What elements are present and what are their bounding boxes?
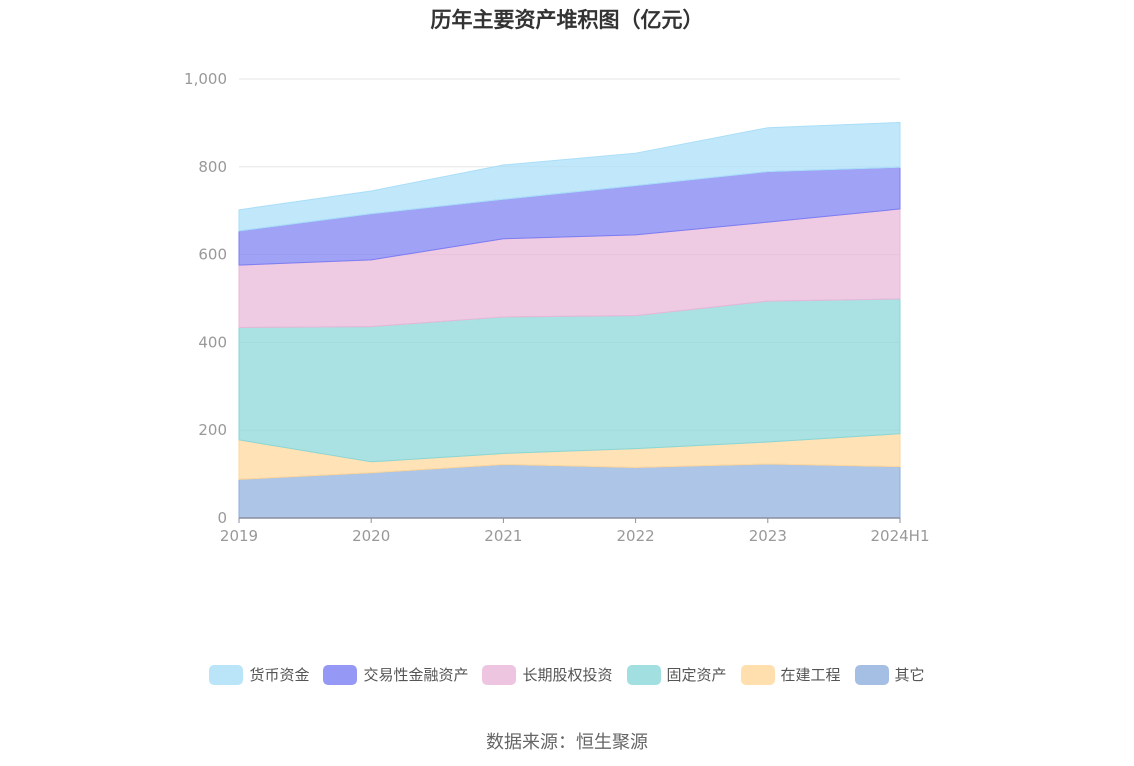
legend-swatch xyxy=(482,664,517,685)
legend-label: 其它 xyxy=(894,666,925,684)
x-tick-label: 2024H1 xyxy=(871,527,930,545)
y-tick-label: 200 xyxy=(198,421,227,439)
y-tick-label: 1,000 xyxy=(184,70,227,88)
x-tick-label: 2023 xyxy=(749,527,787,545)
legend-label: 固定资产 xyxy=(666,666,727,684)
legend-item[interactable]: 其它 xyxy=(854,664,925,685)
legend-item[interactable]: 货币资金 xyxy=(209,664,309,685)
legend-swatch xyxy=(740,664,775,685)
legend-swatch xyxy=(626,664,661,685)
y-tick-label: 400 xyxy=(198,333,227,351)
y-tick-label: 800 xyxy=(198,158,227,176)
legend-item[interactable]: 交易性金融资产 xyxy=(323,664,468,685)
x-tick-label: 2022 xyxy=(617,527,655,545)
chart-title: 历年主要资产堆积图（亿元） xyxy=(430,8,704,32)
x-tick-label: 2021 xyxy=(484,527,522,545)
axes: 0 200 400 600 800 1,000 2019 2020 2021 2022 2023 20… xyxy=(184,70,929,545)
legend-label: 货币资金 xyxy=(249,666,310,684)
legend-label: 长期股权投资 xyxy=(522,666,613,684)
data-source-note: 数据来源：恒生聚源 xyxy=(486,732,648,753)
legend-swatch xyxy=(323,664,358,685)
legend-label: 在建工程 xyxy=(780,666,841,684)
y-tick-label: 600 xyxy=(198,246,227,264)
x-tick-label: 2019 xyxy=(220,527,258,545)
legend-label: 交易性金融资产 xyxy=(363,666,469,684)
legend-item[interactable]: 长期股权投资 xyxy=(482,664,613,685)
x-tick-label: 2020 xyxy=(352,527,390,545)
legend-swatch xyxy=(854,664,889,685)
area-series xyxy=(238,121,901,519)
chart-legend: 货币资金 交易性金融资产 长期股权投资 固定资产 在建工程 其它 xyxy=(0,664,1134,685)
area-货币资金 xyxy=(238,121,901,232)
legend-item[interactable]: 在建工程 xyxy=(740,664,841,685)
legend-swatch xyxy=(209,664,244,685)
legend-item[interactable]: 固定资产 xyxy=(626,664,727,685)
y-tick-label: 0 xyxy=(217,509,227,527)
